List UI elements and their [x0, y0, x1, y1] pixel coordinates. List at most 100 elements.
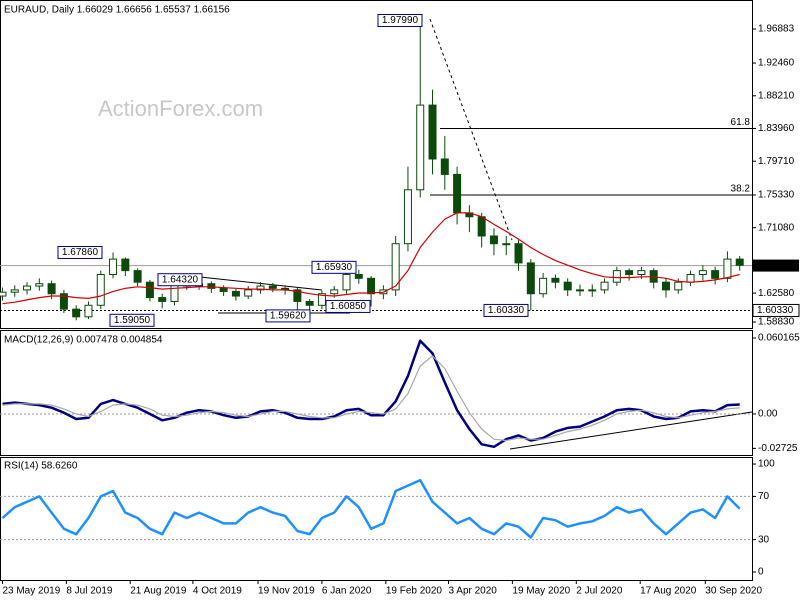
candle-body — [35, 283, 44, 287]
candle-body — [625, 270, 634, 275]
series-line — [1, 478, 741, 539]
candle-body — [575, 289, 584, 292]
y-tick-label: 1.62580 — [758, 288, 795, 299]
annotation-label: 1.60330 — [488, 305, 525, 316]
candle-body — [514, 243, 523, 264]
series-line — [2, 212, 740, 305]
last-price-box — [753, 259, 799, 272]
x-tick-label: 19 Feb 2020 — [386, 586, 443, 597]
candle-body — [612, 270, 621, 283]
candle-body — [158, 297, 167, 302]
price-title: EURAUD, Daily 1.66029 1.66656 1.65537 1.… — [4, 5, 230, 16]
candle-body — [661, 281, 670, 291]
x-tick-label: 30 Sep 2020 — [705, 586, 762, 597]
candle-body — [268, 285, 277, 289]
fib-label: 38.2 — [731, 184, 751, 195]
candle-body — [47, 283, 56, 295]
x-tick-label: 21 Aug 2019 — [130, 586, 187, 597]
rsi-panel-frame — [0, 457, 753, 581]
price-panel-frame — [0, 0, 753, 329]
candle-body — [440, 158, 449, 175]
candle-body — [0, 291, 7, 297]
series-line — [2, 355, 740, 442]
candle-body — [551, 277, 560, 283]
y-tick-label: 1.71080 — [758, 222, 795, 233]
candle-body — [244, 289, 253, 297]
candle-body — [354, 273, 363, 279]
x-tick-label: 8 Jul 2019 — [66, 586, 113, 597]
candle-body — [723, 258, 732, 279]
annotation-label: 1.65930 — [316, 262, 353, 273]
candle-body — [416, 104, 425, 191]
x-tick-label: 19 May 2020 — [512, 586, 570, 597]
x-tick-label: 19 Nov 2019 — [258, 586, 315, 597]
last-price-label: 1.66156 — [757, 260, 794, 271]
rsi-title: RSI(14) 58.6260 — [4, 461, 78, 472]
macd-trendline — [509, 411, 753, 450]
y-tick-label: 1.88210 — [758, 90, 795, 101]
candle-body — [59, 293, 68, 310]
x-tick-label: 3 Apr 2020 — [448, 586, 497, 597]
candle-body — [207, 283, 216, 289]
candle-body — [502, 243, 511, 246]
y-tick-label: 100 — [758, 459, 775, 470]
candle-body — [317, 293, 326, 306]
candle-body — [145, 281, 154, 299]
macd-title: MACD(12,26,9) 0.007478 0.004854 — [4, 335, 163, 346]
candle-body — [735, 258, 744, 266]
candle-body — [342, 273, 351, 291]
candle-body — [219, 287, 228, 292]
candle-body — [10, 289, 19, 293]
annotation-box — [377, 13, 423, 27]
macd-panel-frame — [0, 330, 753, 456]
y-tick-label: 1.58830 — [758, 317, 795, 328]
candle-body — [330, 289, 339, 295]
candle-body — [477, 216, 486, 237]
annotation-label: 1.59050 — [114, 315, 151, 326]
annotation-box — [311, 260, 357, 274]
candle-body — [563, 281, 572, 291]
y-tick-label: 0 — [758, 567, 764, 578]
annotation-box — [157, 273, 203, 287]
x-tick-label: 17 Aug 2020 — [640, 586, 697, 597]
y-tick-label: 0.060165 — [758, 333, 800, 344]
candle-body — [305, 300, 314, 306]
annotation-label: 1.60850 — [330, 301, 367, 312]
candle-body — [367, 277, 376, 295]
annotation-label: 1.64320 — [162, 274, 199, 285]
support-price-box — [752, 303, 800, 317]
y-tick-label: -0.02725 — [758, 443, 798, 454]
y-tick-label: 1.75330 — [758, 190, 795, 201]
annotation-box — [109, 313, 155, 327]
candle-body — [453, 173, 462, 214]
annotation-label: 1.67860 — [62, 247, 99, 258]
y-tick-label: 70 — [758, 491, 770, 502]
candle-body — [231, 290, 240, 297]
annotation-label: 1.97990 — [382, 15, 419, 26]
candle-body — [72, 308, 81, 318]
annotation-box — [57, 245, 103, 259]
candle-body — [293, 289, 302, 302]
x-tick-label: 6 Jan 2020 — [322, 586, 372, 597]
candle-body — [674, 281, 683, 291]
x-tick-label: 23 May 2019 — [2, 586, 60, 597]
candle-body — [711, 270, 720, 279]
candle-body — [637, 270, 646, 275]
candle-body — [539, 277, 548, 295]
candle-body — [600, 281, 609, 291]
candle-body — [403, 189, 412, 245]
candle-body — [686, 273, 695, 283]
trendline — [199, 276, 323, 291]
candle-body — [23, 285, 32, 291]
annotation-box — [265, 309, 311, 323]
candle-body — [428, 104, 437, 160]
y-tick-label: 30 — [758, 534, 770, 545]
candle-body — [391, 243, 400, 291]
fib-label: 61.8 — [731, 117, 751, 128]
x-tick-label: 2 Jul 2020 — [576, 586, 623, 597]
candle-body — [256, 285, 265, 291]
candle-body — [526, 262, 535, 295]
x-tick-label: 4 Oct 2019 — [193, 586, 242, 597]
y-tick-label: 1.79710 — [758, 156, 795, 167]
